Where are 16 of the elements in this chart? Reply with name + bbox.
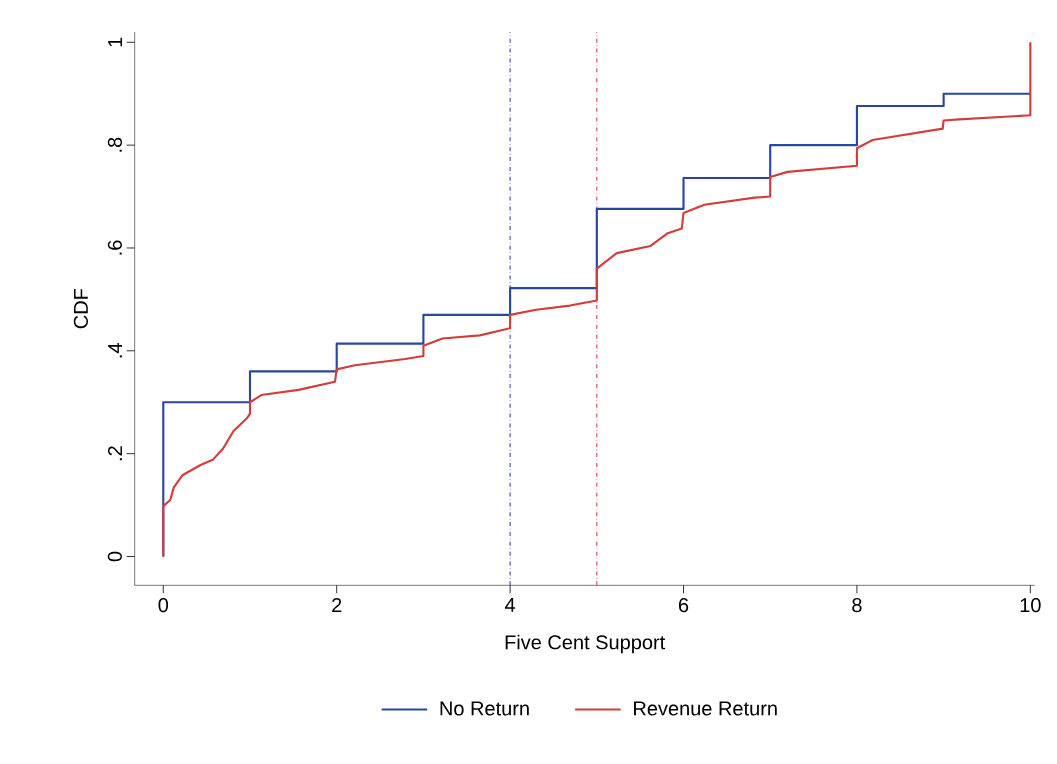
y-tick-label: .8 <box>107 137 122 152</box>
y-tick-label: 0 <box>107 551 122 562</box>
y-axis-title: CDF <box>73 288 88 329</box>
x-axis-title: Five Cent Support <box>505 634 666 654</box>
x-tick-label: 10 <box>1020 598 1041 613</box>
x-tick-label: 2 <box>332 598 342 612</box>
y-tick-label: 1 <box>108 37 122 47</box>
x-tick-label: 8 <box>852 598 862 613</box>
y-tick-label: .2 <box>108 446 122 461</box>
y-tick-label: .4 <box>108 343 122 358</box>
legend-label: No Return <box>440 701 529 716</box>
legend-label: Revenue Return <box>634 701 777 716</box>
y-tick-label: .6 <box>107 240 122 255</box>
x-tick-label: 6 <box>678 598 689 613</box>
x-tick-label: 4 <box>505 598 516 612</box>
x-tick-label: 0 <box>158 598 169 613</box>
